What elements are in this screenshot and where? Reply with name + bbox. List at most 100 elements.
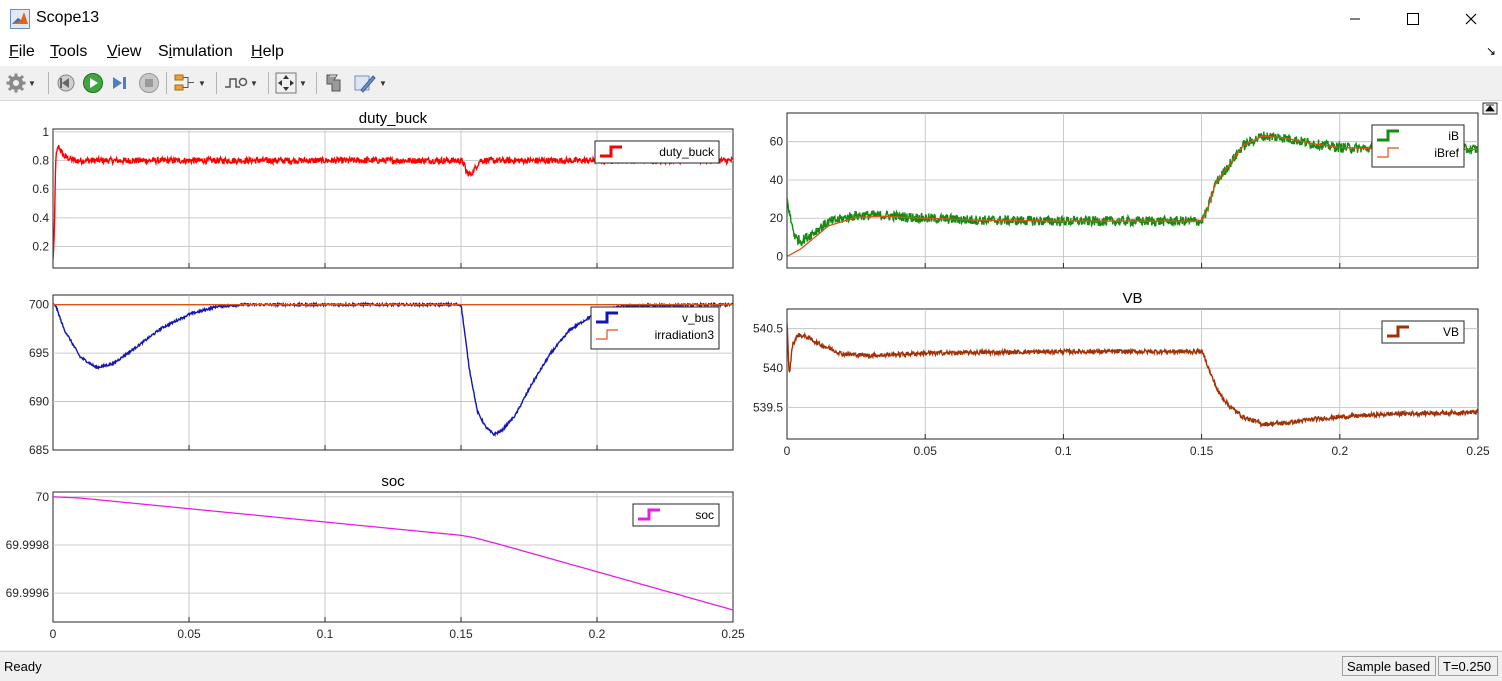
dropdown-arrow-icon: ▼ bbox=[28, 78, 36, 88]
legend-marker bbox=[1377, 129, 1399, 142]
highlight-block-icon bbox=[354, 75, 376, 93]
menu-bar: File Tools View Simulation Help ↘ bbox=[0, 38, 1502, 66]
signal-layout-button[interactable]: ▼ bbox=[174, 71, 206, 95]
x-tick-label: 0.25 bbox=[1466, 444, 1490, 458]
menu-simulation-pre: S bbox=[158, 43, 169, 60]
configuration-button[interactable]: ▼ bbox=[6, 71, 36, 95]
zoom-fit-icon bbox=[275, 72, 297, 94]
x-tick-label: 0.05 bbox=[914, 444, 938, 458]
window-title: Scope13 bbox=[36, 9, 100, 26]
simulation-time-indicator: T=0.250 bbox=[1438, 656, 1498, 676]
toolbar-separator bbox=[216, 72, 217, 94]
y-tick-label: 540.5 bbox=[753, 322, 783, 336]
legend-label: irradiation3 bbox=[655, 328, 715, 342]
plot-title: duty_buck bbox=[359, 110, 428, 127]
plot-area[interactable] bbox=[52, 491, 734, 623]
y-tick-label: 40 bbox=[770, 173, 784, 187]
legend-label: v_bus bbox=[682, 311, 714, 325]
restore-view-button[interactable] bbox=[1482, 102, 1498, 115]
y-tick-label: 685 bbox=[29, 443, 49, 457]
menu-simulation-key: i bbox=[168, 43, 173, 60]
menu-help[interactable]: Help bbox=[251, 43, 284, 61]
menu-file-key: F bbox=[9, 43, 19, 60]
maximize-button[interactable] bbox=[1384, 0, 1442, 38]
toolbar-separator bbox=[48, 72, 49, 94]
restore-arrow-icon bbox=[1485, 104, 1495, 112]
legend-marker bbox=[596, 329, 618, 340]
legend-label: duty_buck bbox=[659, 145, 715, 159]
legend-label: VB bbox=[1443, 325, 1459, 339]
legend-marker bbox=[1387, 325, 1409, 338]
close-button[interactable] bbox=[1442, 0, 1500, 38]
plot-area[interactable] bbox=[786, 112, 1479, 269]
axes-VB: 539.5 540 540.5 0 0.05 0.1 0.15 0.2 0.25 VB VB bbox=[753, 290, 1490, 458]
scope-plots: 0.2 0.4 0.6 0.8 1 duty_buck duty_buck 685 690 695… bbox=[6, 102, 1498, 641]
undock-arrow-icon[interactable]: ↘ bbox=[1485, 44, 1496, 58]
title-bar: Scope13 bbox=[0, 0, 1502, 38]
menu-file[interactable]: File bbox=[9, 43, 35, 61]
dropdown-arrow-icon: ▼ bbox=[198, 78, 206, 88]
x-tick-label: 0.1 bbox=[1055, 444, 1072, 458]
status-text: Ready bbox=[4, 659, 42, 674]
legend-duty_buck[interactable]: duty_buck bbox=[594, 140, 720, 164]
menu-tools-key: T bbox=[50, 43, 58, 60]
x-tick-label: 0.1 bbox=[317, 627, 334, 641]
stop-button[interactable] bbox=[138, 71, 160, 95]
menu-help-key: H bbox=[251, 43, 263, 60]
axes-v_bus: 685 690 695 700 v_bus irradiation3 bbox=[29, 294, 734, 457]
series-line-iBref bbox=[787, 135, 1478, 258]
y-tick-label: 700 bbox=[29, 298, 49, 312]
series-line-soc bbox=[53, 496, 733, 611]
legend-label: soc bbox=[695, 508, 714, 522]
trigger-button[interactable]: ▼ bbox=[224, 71, 258, 95]
y-tick-label: 695 bbox=[29, 346, 49, 360]
legend-label: iB bbox=[1448, 129, 1459, 143]
legend-VB[interactable]: VB bbox=[1381, 320, 1465, 344]
minimize-button[interactable] bbox=[1326, 0, 1384, 38]
toolbar-separator bbox=[166, 72, 167, 94]
legend-v_bus[interactable]: v_bus irradiation3 bbox=[590, 306, 720, 350]
highlight-block-button[interactable]: ▼ bbox=[353, 71, 387, 95]
plot-title: VB bbox=[1122, 290, 1142, 307]
y-tick-label: 1 bbox=[42, 125, 49, 139]
menu-view[interactable]: View bbox=[107, 43, 141, 61]
matlab-logo-icon bbox=[10, 9, 30, 29]
axes-iB: 0 20 40 60 iB iBref bbox=[770, 112, 1479, 269]
x-tick-label: 0.15 bbox=[449, 627, 473, 641]
x-tick-label: 0.05 bbox=[177, 627, 201, 641]
toolbar-separator bbox=[316, 72, 317, 94]
menu-view-rest: iew bbox=[117, 43, 142, 60]
menu-tools[interactable]: Tools bbox=[50, 43, 87, 61]
x-tick-label: 0.15 bbox=[1190, 444, 1214, 458]
plot-title: soc bbox=[381, 473, 405, 490]
signal-layout-icon bbox=[174, 74, 194, 91]
dropdown-arrow-icon: ▼ bbox=[379, 78, 387, 88]
y-tick-label: 0.6 bbox=[32, 182, 49, 196]
series-line-VB bbox=[787, 322, 1478, 429]
legend-soc[interactable]: soc bbox=[632, 503, 720, 527]
y-tick-label: 690 bbox=[29, 395, 49, 409]
x-tick-label: 0 bbox=[784, 444, 791, 458]
maximize-icon bbox=[1407, 13, 1419, 25]
legend-iB[interactable]: iB iBref bbox=[1371, 124, 1465, 168]
y-tick-label: 540 bbox=[763, 361, 783, 375]
menu-simulation[interactable]: Simulation bbox=[158, 43, 233, 61]
cursor-measure-button[interactable] bbox=[323, 71, 345, 95]
sample-mode-indicator: Sample based bbox=[1342, 656, 1436, 676]
cursor-measure-icon bbox=[326, 74, 341, 92]
run-button[interactable] bbox=[82, 71, 104, 95]
scope-display-area: 0.2 0.4 0.6 0.8 1 duty_buck duty_buck 685 690 695… bbox=[0, 101, 1502, 650]
zoom-fit-button[interactable]: ▼ bbox=[275, 71, 307, 95]
legend-marker bbox=[638, 508, 660, 521]
trigger-icon bbox=[225, 77, 248, 88]
y-tick-label: 69.9996 bbox=[6, 586, 50, 600]
run-icon bbox=[83, 73, 103, 93]
toolbar: ▼ ▼ ▼ ▼ bbox=[0, 66, 1502, 101]
x-tick-label: 0 bbox=[50, 627, 57, 641]
minimize-icon bbox=[1350, 18, 1360, 20]
step-back-button[interactable] bbox=[56, 71, 76, 95]
step-forward-button[interactable] bbox=[110, 71, 130, 95]
y-tick-label: 70 bbox=[36, 490, 50, 504]
gear-icon bbox=[6, 73, 26, 93]
y-tick-label: 20 bbox=[770, 211, 784, 225]
